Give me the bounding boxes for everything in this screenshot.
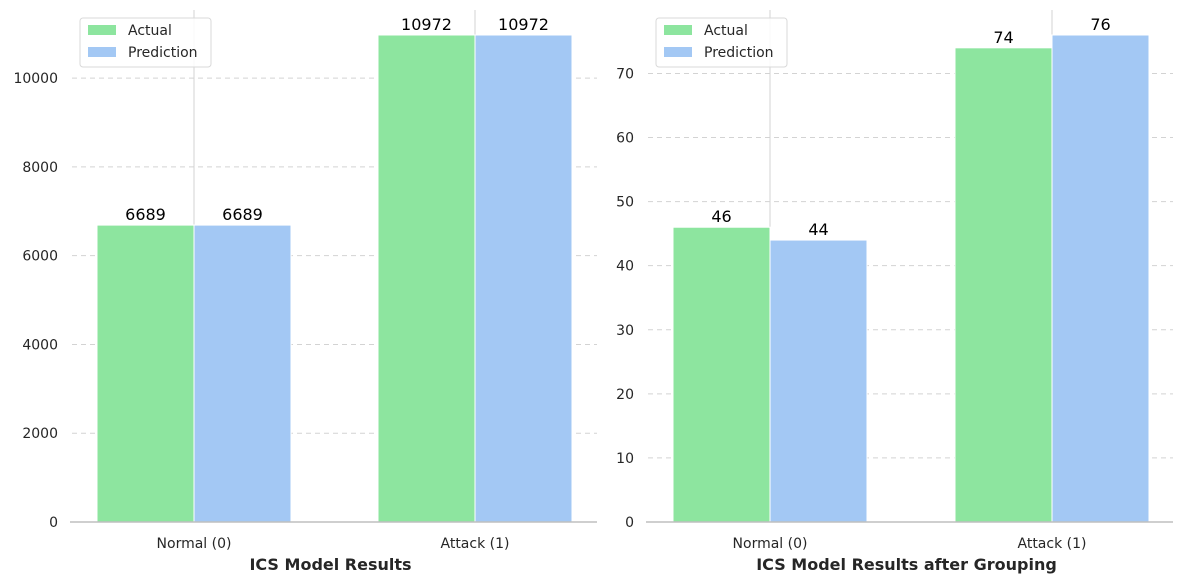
legend-swatch [664, 47, 692, 57]
data-label: 44 [808, 220, 828, 239]
bar-prediction-1 [769, 239, 868, 523]
bar-prediction-1 [193, 224, 292, 523]
legend-label: Prediction [704, 45, 774, 61]
data-label: 6689 [222, 205, 263, 224]
bar-actual-1 [96, 224, 195, 523]
legend-swatch [664, 25, 692, 35]
legend-swatch [88, 47, 116, 57]
bar-prediction-2 [1051, 34, 1150, 523]
subplot-1: 0 2000 4000 6000 8000 10000 6689 6689 Normal (0)… [13, 10, 597, 574]
y-tick-label: 10000 [13, 71, 58, 87]
data-label: 76 [1090, 15, 1110, 34]
y-tick-label: 0 [49, 515, 58, 531]
legend-label: Actual [704, 23, 748, 39]
bar-actual-2 [377, 34, 476, 523]
x-tick-label: Normal (0) [157, 536, 232, 552]
legend: Actual Prediction [79, 17, 212, 68]
legend-swatch [88, 25, 116, 35]
y-tick-label: 40 [616, 259, 634, 275]
x-tick-label: Normal (0) [733, 536, 808, 552]
data-label: 74 [993, 28, 1013, 47]
y-tick-label: 4000 [22, 337, 58, 353]
subplot-2: 0 10 20 30 40 50 60 70 46 44 Normal (0) 74 76 Attack … [616, 10, 1173, 574]
x-tick-label: Attack (1) [1018, 536, 1087, 552]
y-tick-label: 8000 [22, 160, 58, 176]
y-tick-label: 6000 [22, 249, 58, 265]
y-tick-label: 60 [616, 131, 634, 147]
bar-actual-2 [954, 47, 1053, 523]
x-axis-label: ICS Model Results [249, 555, 411, 574]
bar-actual-1 [672, 226, 771, 523]
x-axis-label: ICS Model Results after Grouping [756, 555, 1057, 574]
y-tick-label: 2000 [22, 426, 58, 442]
x-tick-label: Attack (1) [441, 536, 510, 552]
y-tick-label: 20 [616, 387, 634, 403]
data-label: 46 [711, 207, 731, 226]
y-tick-label: 50 [616, 195, 634, 211]
y-tick-label: 10 [616, 451, 634, 467]
y-tick-label: 0 [625, 515, 634, 531]
data-label: 6689 [125, 205, 166, 224]
legend-label: Prediction [128, 45, 198, 61]
y-tick-label: 30 [616, 323, 634, 339]
y-tick-label: 70 [616, 66, 634, 82]
data-label: 10972 [401, 15, 452, 34]
data-label: 10972 [498, 15, 549, 34]
bar-prediction-2 [474, 34, 573, 523]
legend-label: Actual [128, 23, 172, 39]
legend: Actual Prediction [655, 17, 788, 68]
